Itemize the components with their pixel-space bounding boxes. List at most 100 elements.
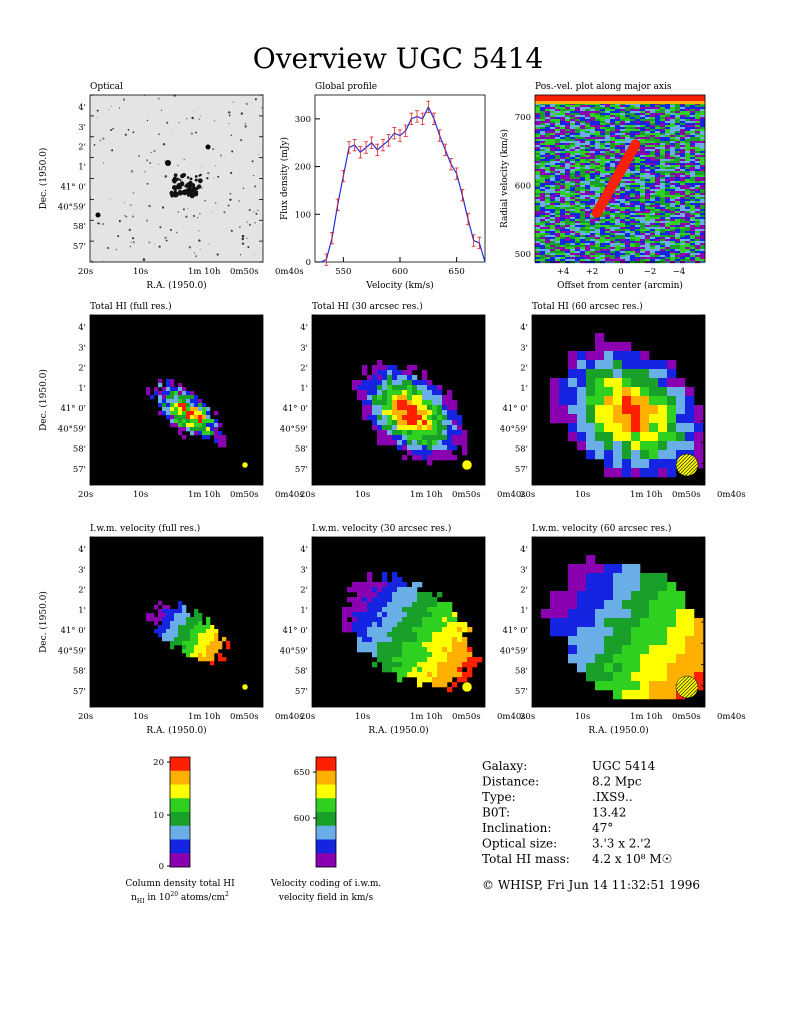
noise-pixel [545,111,551,114]
noise-pixel [685,115,691,118]
noise-pixel [550,163,556,166]
galaxy-knot [181,172,187,178]
noise-pixel [540,105,546,108]
noise-pixel [665,131,671,134]
star [109,199,111,201]
map-pixel [397,425,403,431]
map-pixel [186,395,191,400]
caption-part: atoms/cm [178,893,225,903]
map-pixel [214,645,219,650]
map-pixel [604,360,614,370]
map-pixel [667,432,677,442]
noise-pixel [540,125,546,128]
noise-pixel [630,117,636,120]
map-pixel [422,395,428,401]
map-pixel [397,652,403,658]
map-pixel [372,647,378,653]
map-pixel [604,351,614,361]
noise-pixel [670,115,676,118]
map-pixel [437,445,443,451]
map-pixel [382,365,388,371]
noise-pixel [650,123,656,126]
noise-pixel [595,115,601,118]
map-pixel [206,633,211,638]
noise-pixel [635,197,641,200]
noise-pixel [550,227,556,230]
noise-pixel [645,177,651,180]
map-pixel [210,637,215,642]
map-pixel [658,405,668,415]
noise-pixel [655,233,661,236]
noise-pixel [585,237,591,240]
map-pixel [417,410,423,416]
dec-tick-label: 3' [300,565,308,575]
noise-pixel [680,129,686,132]
map-pixel [447,662,453,668]
map-pixel [676,627,686,637]
noise-pixel [560,225,566,228]
noise-pixel [545,175,551,178]
noise-pixel [570,171,576,174]
star [253,174,255,177]
map-pixel [377,400,383,406]
noise-pixel [680,255,686,258]
map-pixel [194,649,199,654]
noise-pixel [700,193,706,196]
noise-pixel [545,253,551,256]
noise-pixel [575,211,581,214]
noise-pixel [635,177,641,180]
noise-pixel [700,185,706,188]
noise-pixel [690,131,696,134]
noise-pixel [670,155,676,158]
noise-pixel [625,189,631,192]
map-pixel [402,597,408,603]
dec-tick-label: 41° 0' [60,404,86,414]
noise-pixel [635,215,641,218]
noise-pixel [685,249,691,252]
noise-pixel [535,159,541,162]
map-pixel [622,654,632,664]
noise-pixel [675,259,681,262]
noise-pixel [670,143,676,146]
noise-pixel [680,147,686,150]
noise-pixel [665,141,671,144]
map-pixel [174,387,179,392]
map-pixel [397,400,403,406]
map-pixel [407,375,413,381]
noise-pixel [570,241,576,244]
noise-pixel [685,257,691,260]
noise-pixel [540,217,546,220]
noise-pixel [595,177,601,180]
noise-pixel [610,239,616,242]
noise-pixel [680,227,686,230]
noise-pixel [660,211,666,214]
noise-pixel [660,215,666,218]
star [217,175,220,178]
star [192,111,194,113]
map-pixel [640,360,650,370]
noise-pixel [645,199,651,202]
map-pixel [206,657,211,662]
noise-pixel [655,195,661,198]
noise-pixel [560,213,566,216]
noise-pixel [650,159,656,162]
noise-pixel [560,197,566,200]
noise-pixel [540,145,546,148]
noise-pixel [685,169,691,172]
noise-pixel [570,159,576,162]
noise-pixel [550,167,556,170]
noise-pixel [615,219,621,222]
noise-pixel [665,209,671,212]
noise-pixel [625,253,631,256]
map-pixel [595,360,605,370]
map-pixel [162,605,167,610]
map-pixel [694,636,704,646]
noise-pixel [535,153,541,156]
map-pixel [452,440,458,446]
noise-pixel [590,253,596,256]
map-pixel [586,378,596,388]
map-pixel [622,351,632,361]
map-pixel [362,400,368,406]
galaxy-knot [194,175,198,178]
